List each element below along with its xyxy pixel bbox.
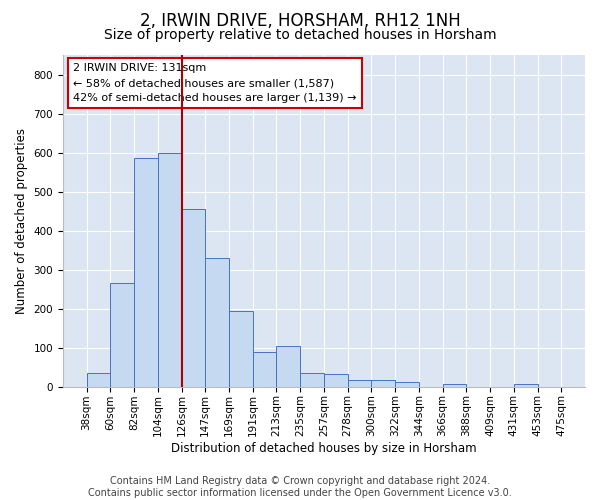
Bar xyxy=(324,374,347,386)
Y-axis label: Number of detached properties: Number of detached properties xyxy=(15,128,28,314)
Bar xyxy=(371,380,395,386)
Bar xyxy=(110,284,134,387)
Bar xyxy=(443,384,466,386)
Bar xyxy=(158,152,182,386)
Bar xyxy=(229,310,253,386)
X-axis label: Distribution of detached houses by size in Horsham: Distribution of detached houses by size … xyxy=(171,442,477,455)
Bar xyxy=(300,373,324,386)
Text: 2, IRWIN DRIVE, HORSHAM, RH12 1NH: 2, IRWIN DRIVE, HORSHAM, RH12 1NH xyxy=(140,12,460,30)
Bar xyxy=(205,258,229,386)
Text: Size of property relative to detached houses in Horsham: Size of property relative to detached ho… xyxy=(104,28,496,42)
Bar xyxy=(182,209,205,386)
Bar xyxy=(253,352,277,386)
Text: 2 IRWIN DRIVE: 131sqm
← 58% of detached houses are smaller (1,587)
42% of semi-d: 2 IRWIN DRIVE: 131sqm ← 58% of detached … xyxy=(73,64,357,103)
Bar xyxy=(347,380,371,386)
Bar xyxy=(277,346,300,387)
Bar xyxy=(514,384,538,386)
Bar xyxy=(395,382,419,386)
Bar xyxy=(86,373,110,386)
Bar xyxy=(134,158,158,386)
Text: Contains HM Land Registry data © Crown copyright and database right 2024.
Contai: Contains HM Land Registry data © Crown c… xyxy=(88,476,512,498)
